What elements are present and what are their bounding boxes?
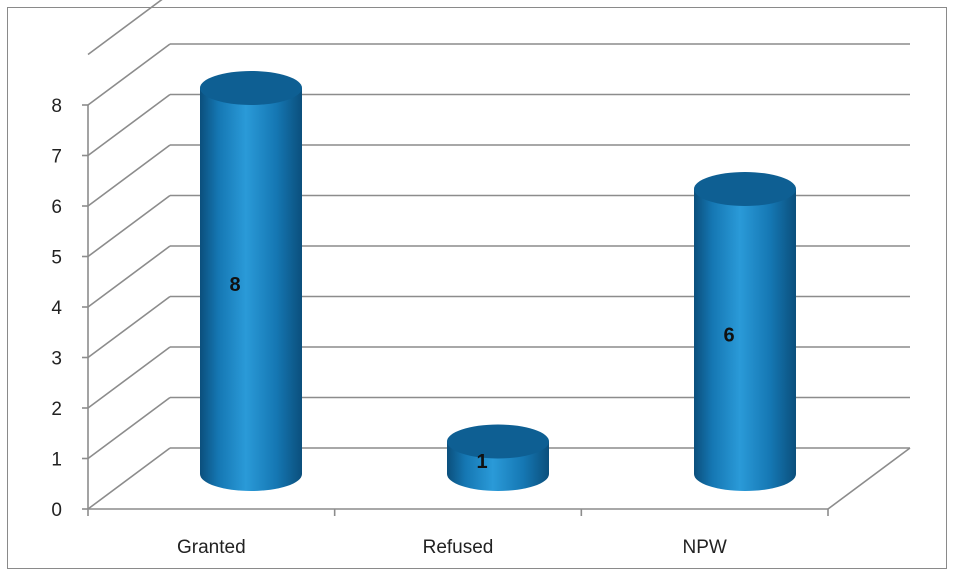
bar-top-refused xyxy=(447,424,549,459)
bar-top-npw xyxy=(694,172,796,206)
side-gridline-3 xyxy=(87,295,171,359)
bars: 8 1 6 xyxy=(200,71,796,491)
side-gridline-2 xyxy=(87,346,171,409)
bar-top-granted xyxy=(200,71,302,105)
side-gridline-4 xyxy=(87,245,171,308)
y-tick-label-4: 4 xyxy=(51,298,62,319)
y-tick-label-2: 2 xyxy=(51,399,62,420)
bar-body-granted xyxy=(200,88,302,491)
side-gridline-0 xyxy=(87,447,171,510)
y-tick-label-5: 5 xyxy=(51,248,62,269)
side-gridline-8 xyxy=(87,43,171,106)
floor-right-edge xyxy=(827,447,911,510)
x-axis-category-labels: Granted Refused NPW xyxy=(177,537,727,558)
side-gridline-1 xyxy=(87,396,171,460)
y-tick-label-0: 0 xyxy=(51,500,62,521)
axes xyxy=(82,104,911,516)
bar-npw: 6 xyxy=(694,172,796,491)
y-tick-label-1: 1 xyxy=(51,450,62,471)
y-tick-label-8: 8 xyxy=(51,96,62,117)
y-tick-label-3: 3 xyxy=(51,349,62,370)
bar-body-npw xyxy=(694,189,796,491)
data-label-npw: 6 xyxy=(723,325,734,347)
x-category-label-granted: Granted xyxy=(177,537,246,558)
data-label-refused: 1 xyxy=(476,451,487,473)
bar-granted: 8 xyxy=(200,71,302,491)
side-gridline-9 xyxy=(87,0,163,56)
y-tick-label-6: 6 xyxy=(51,197,62,218)
data-label-granted: 8 xyxy=(229,274,240,296)
y-axis-tick-labels: 0 1 2 3 4 5 6 7 8 xyxy=(51,96,62,521)
side-gridline-6 xyxy=(87,144,171,207)
y-tick-label-7: 7 xyxy=(51,147,62,168)
x-category-label-npw: NPW xyxy=(683,537,727,558)
side-gridline-5 xyxy=(87,194,171,258)
x-category-label-refused: Refused xyxy=(423,537,494,558)
side-gridline-7 xyxy=(87,93,171,157)
bar-refused: 1 xyxy=(447,424,549,491)
